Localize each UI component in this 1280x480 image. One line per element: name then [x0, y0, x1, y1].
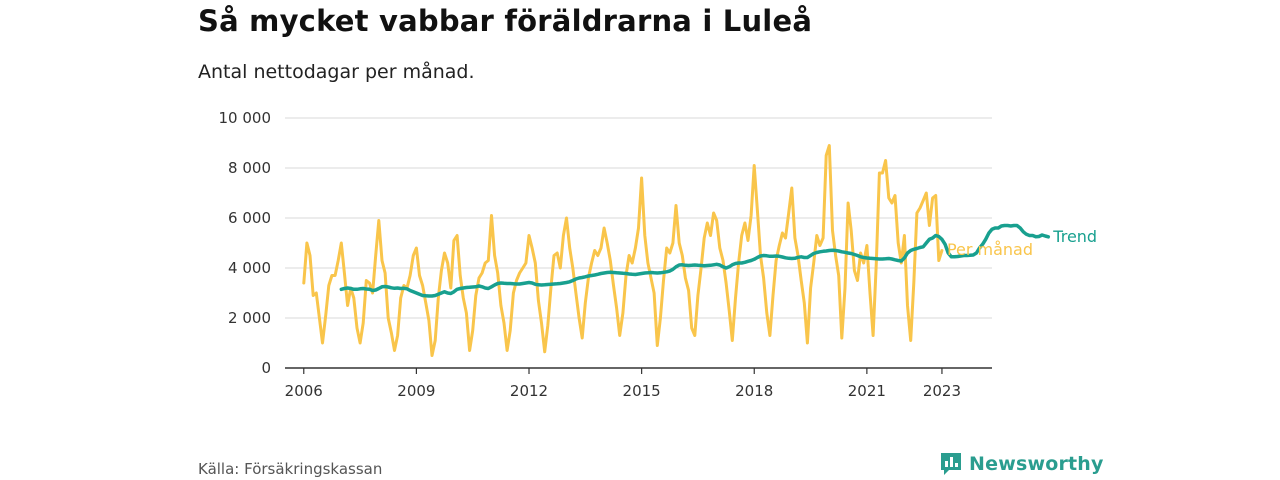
x-tick-label: 2021	[848, 382, 886, 400]
x-tick-label: 2023	[923, 382, 961, 400]
x-tick-label: 2015	[623, 382, 661, 400]
y-tick-label: 0	[261, 359, 271, 377]
brand-logo: Newsworthy	[940, 452, 1104, 476]
trend-series-label: Trend	[1052, 227, 1097, 246]
y-tick-label: 4 000	[228, 259, 271, 277]
y-tick-label: 8 000	[228, 159, 271, 177]
y-tick-label: 10 000	[219, 109, 272, 127]
series-end-labels: Per månad Trend	[947, 227, 1097, 259]
y-tick-label: 2 000	[228, 309, 271, 327]
x-axis: 2006 2009 2012 2015 2018 2021 2023	[285, 367, 992, 400]
x-tick-label: 2018	[735, 382, 773, 400]
y-axis-tick-labels: 0 2 000 4 000 6 000 8 000 10 000	[219, 109, 272, 377]
chart-title: Så mycket vabbar föräldrarna i Luleå	[198, 4, 813, 38]
x-tick-label: 2006	[285, 382, 323, 400]
y-tick-label: 6 000	[228, 209, 271, 227]
monthly-series-line	[302, 144, 944, 357]
series-lines	[302, 144, 1051, 357]
monthly-series-label: Per månad	[947, 240, 1033, 259]
source-note: Källa: Försäkringskassan	[198, 460, 383, 478]
x-tick-label: 2009	[397, 382, 435, 400]
newsworthy-logo-icon	[941, 453, 961, 475]
chart-subtitle: Antal nettodagar per månad.	[198, 61, 475, 83]
brand-name: Newsworthy	[969, 453, 1104, 475]
x-tick-label: 2012	[510, 382, 548, 400]
line-chart: 0 2 000 4 000 6 000 8 000 10 000 2006 2009 2012…	[219, 109, 1098, 400]
trend-series-line	[339, 223, 1051, 298]
